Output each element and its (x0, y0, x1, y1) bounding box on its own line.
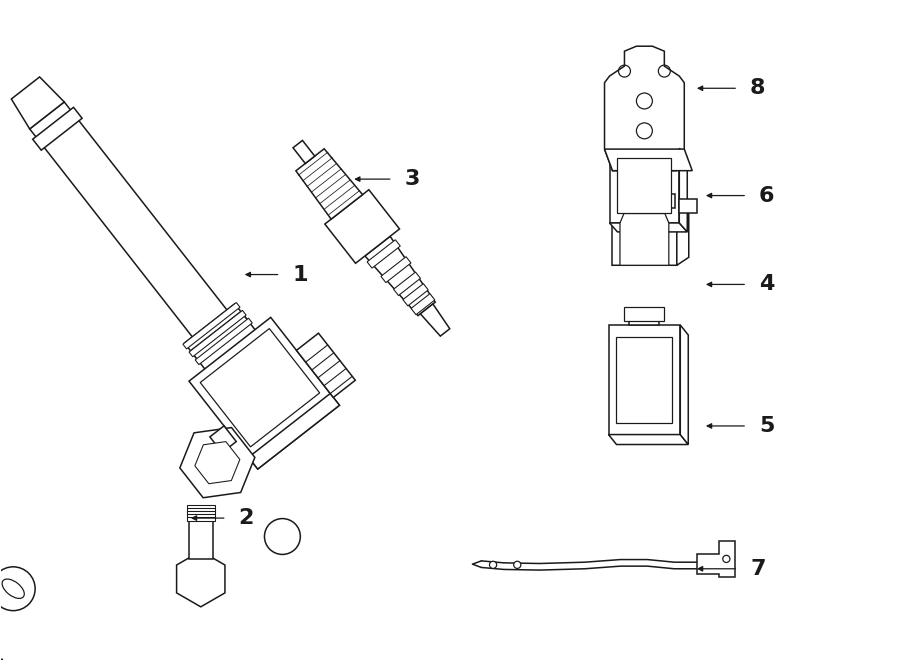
Polygon shape (612, 196, 677, 265)
Polygon shape (187, 511, 215, 515)
Polygon shape (605, 149, 692, 171)
Polygon shape (629, 321, 660, 325)
Polygon shape (200, 329, 320, 447)
Polygon shape (32, 107, 82, 150)
Polygon shape (367, 240, 400, 268)
Text: 3: 3 (405, 169, 420, 189)
Polygon shape (176, 551, 225, 607)
Polygon shape (189, 311, 246, 357)
Polygon shape (183, 303, 240, 349)
Ellipse shape (2, 579, 24, 598)
Text: 8: 8 (750, 78, 766, 98)
Circle shape (490, 561, 497, 568)
Polygon shape (620, 214, 669, 265)
Polygon shape (296, 149, 363, 219)
Polygon shape (697, 541, 735, 577)
Polygon shape (680, 325, 688, 444)
Polygon shape (680, 148, 688, 232)
Polygon shape (180, 428, 255, 498)
Polygon shape (403, 284, 428, 306)
Polygon shape (194, 442, 240, 484)
Polygon shape (189, 317, 339, 469)
Polygon shape (191, 311, 256, 370)
Polygon shape (296, 333, 356, 397)
Polygon shape (608, 325, 680, 434)
Polygon shape (365, 236, 436, 316)
Polygon shape (420, 304, 450, 336)
Polygon shape (381, 256, 411, 283)
Polygon shape (210, 426, 237, 453)
Polygon shape (325, 190, 400, 263)
Text: 6: 6 (759, 186, 775, 206)
Polygon shape (248, 393, 339, 469)
Polygon shape (187, 514, 215, 518)
Polygon shape (616, 337, 672, 422)
Text: 7: 7 (750, 559, 766, 579)
Polygon shape (662, 194, 675, 208)
Circle shape (265, 519, 301, 555)
Polygon shape (605, 46, 684, 171)
Polygon shape (12, 77, 64, 129)
Polygon shape (677, 205, 688, 265)
Polygon shape (609, 223, 688, 232)
Polygon shape (189, 519, 212, 559)
Polygon shape (625, 307, 664, 321)
Text: 5: 5 (759, 416, 774, 436)
Text: 4: 4 (759, 274, 774, 294)
Polygon shape (187, 517, 215, 521)
Polygon shape (30, 102, 242, 356)
Circle shape (514, 561, 521, 568)
Polygon shape (293, 140, 315, 163)
Text: 1: 1 (292, 264, 308, 284)
Circle shape (0, 567, 35, 611)
Polygon shape (617, 158, 671, 213)
Polygon shape (411, 293, 435, 315)
Polygon shape (195, 318, 252, 365)
Polygon shape (187, 508, 215, 512)
Polygon shape (187, 505, 215, 509)
Polygon shape (608, 434, 688, 444)
Polygon shape (680, 199, 698, 213)
Polygon shape (184, 304, 250, 363)
Polygon shape (393, 272, 420, 295)
Polygon shape (609, 148, 680, 223)
Text: 2: 2 (238, 508, 254, 528)
